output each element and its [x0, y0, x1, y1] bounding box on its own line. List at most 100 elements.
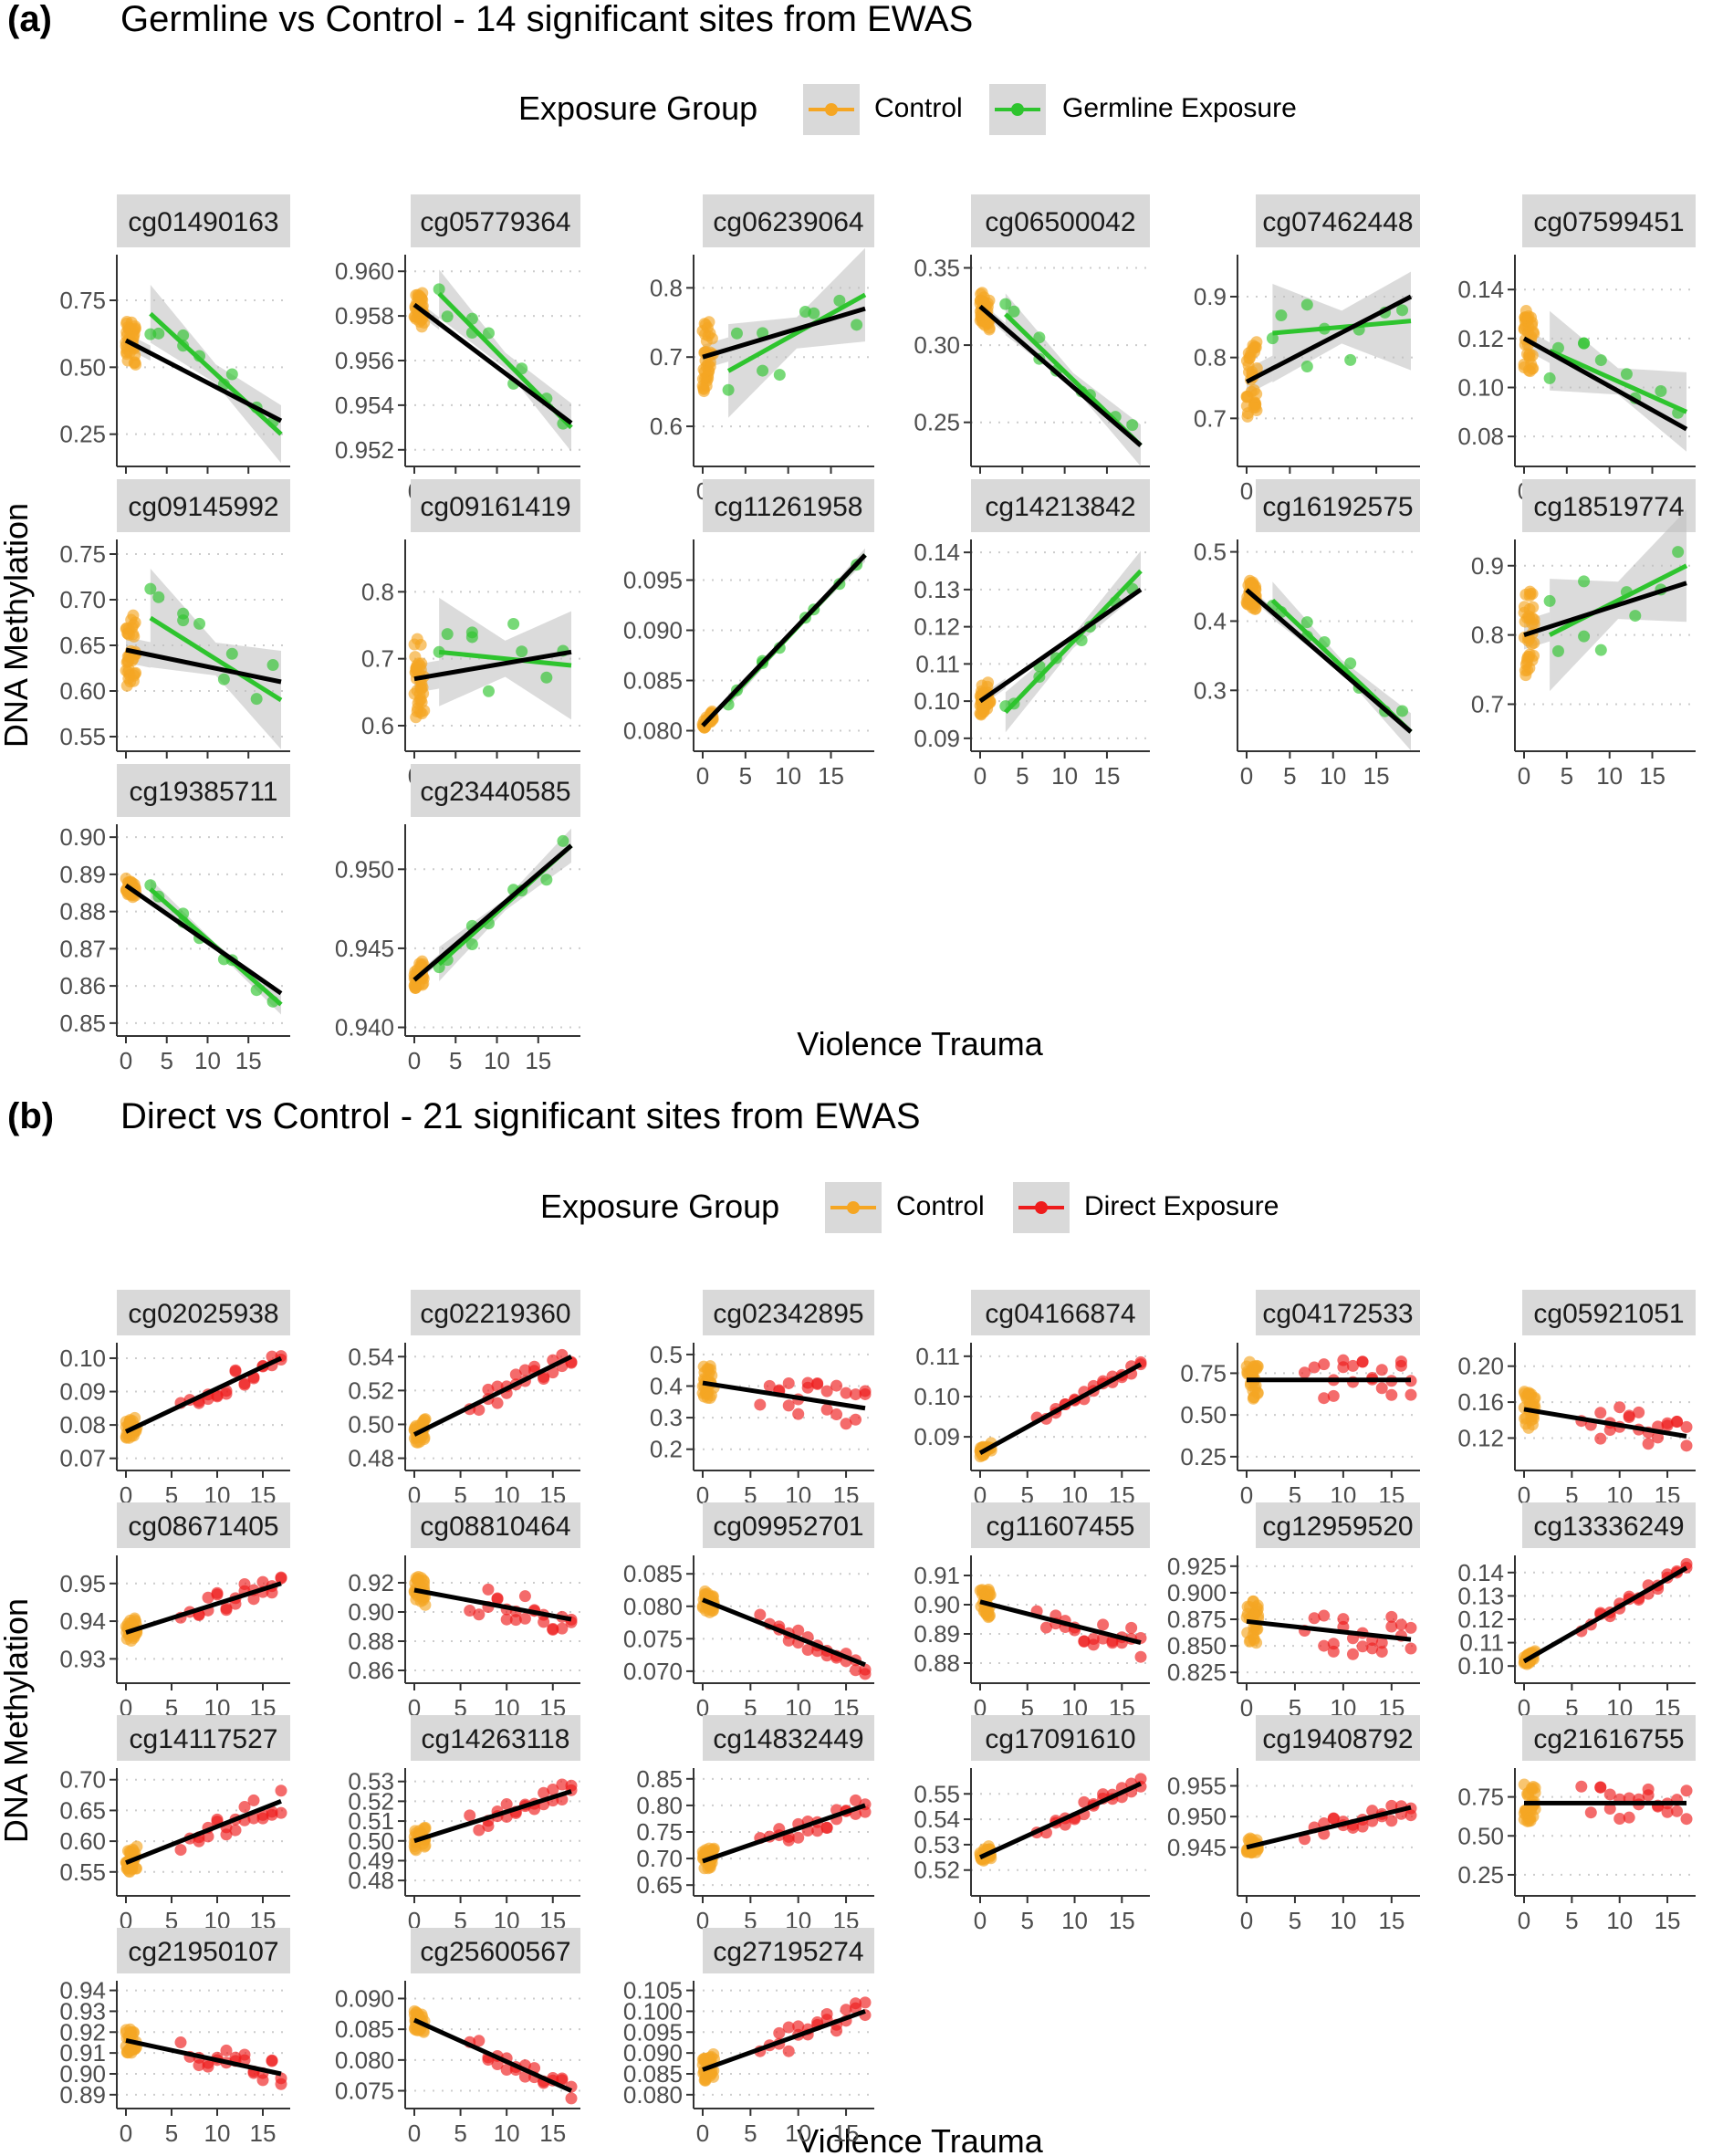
exposed-point	[730, 327, 743, 340]
y-tick-label: 0.70	[636, 1845, 683, 1872]
overall-fit-line	[1522, 1565, 1688, 1664]
y-tick-label: 0.12	[1457, 1424, 1504, 1451]
x-tick-label: 0	[696, 2119, 709, 2147]
y-tick-label: 0.075	[623, 1625, 683, 1652]
exposed-point	[1661, 1805, 1674, 1818]
facet-strip-label: cg06239064	[713, 207, 863, 237]
x-tick-label: 5	[1021, 1481, 1034, 1509]
y-tick-label: 0.08	[1457, 423, 1504, 450]
exposed-point	[859, 1668, 872, 1680]
y-tick-label: 0.12	[914, 613, 960, 641]
exposed-fit-line	[149, 615, 283, 703]
exposed-point	[1327, 1645, 1340, 1658]
facet-cg11261958: cg11261958 0.080 0.085 0.090 0.095 0 5 10 15	[623, 479, 874, 790]
exposed-point	[465, 626, 478, 639]
exposed-point	[859, 1387, 872, 1400]
control-point	[1247, 1595, 1259, 1607]
control-point	[1520, 348, 1533, 361]
legend-a-label-control: Control	[874, 93, 963, 123]
exposed-point	[1642, 1438, 1655, 1450]
exposed-point	[1672, 546, 1685, 559]
exposed-point	[1671, 1805, 1684, 1817]
facet-strip-label: cg18519774	[1533, 492, 1684, 522]
exposed-point	[518, 1612, 531, 1625]
exposed-point	[754, 1398, 767, 1411]
facet-strip	[1522, 479, 1696, 532]
exposed-point	[1366, 1805, 1379, 1817]
y-tick-label: 0.945	[335, 935, 394, 962]
y-tick-label: 0.65	[59, 632, 106, 659]
y-tick-label: 0.945	[1167, 1834, 1227, 1861]
exposed-point	[256, 2074, 269, 2087]
exposed-point	[850, 1388, 862, 1401]
exposed-point	[229, 1364, 242, 1376]
exposed-point	[177, 614, 190, 627]
x-tick-label: 5	[1289, 1907, 1301, 1934]
y-tick-label: 0.16	[1457, 1388, 1504, 1416]
x-tick-label: 5	[454, 1694, 466, 1722]
control-point	[1251, 1623, 1264, 1636]
exposed-point	[174, 1844, 187, 1857]
section-b-label: (b)	[7, 1096, 54, 1136]
exposed-point	[217, 673, 230, 686]
facet-strip-label: cg09952701	[713, 1512, 863, 1542]
exposed-point	[1346, 1821, 1359, 1834]
exposed-point	[465, 937, 478, 950]
control-point	[1248, 1383, 1261, 1396]
exposed-point	[1578, 630, 1591, 643]
exposed-point	[782, 1834, 795, 1847]
control-point	[127, 609, 140, 622]
legend-b-label-direct: Direct Exposure	[1084, 1191, 1279, 1221]
exposed-point	[1097, 1618, 1110, 1631]
exposed-point	[1405, 1642, 1417, 1655]
y-tick-label: 0.35	[914, 254, 960, 281]
y-tick-label: 0.10	[1457, 374, 1504, 402]
y-tick-label: 0.9	[1471, 552, 1504, 580]
exposed-point	[1613, 1812, 1626, 1825]
exposed-point	[722, 383, 735, 396]
control-point	[1247, 1392, 1259, 1405]
exposed-point	[1039, 1621, 1052, 1634]
control-point	[703, 316, 715, 329]
facet-strip-label: cg13336249	[1533, 1512, 1684, 1542]
control-point	[127, 675, 140, 687]
exposed-point	[1629, 610, 1642, 623]
exposed-point	[859, 1996, 872, 2009]
facet-cg16192575: cg16192575 0.3 0.4 0.5 0 5 10 15	[1194, 479, 1420, 790]
facet-strip	[971, 1715, 1150, 1761]
exposed-point	[491, 2058, 504, 2071]
x-tick-label: 10	[775, 762, 801, 790]
exposed-point	[1344, 657, 1357, 670]
exposed-point	[211, 1390, 224, 1403]
facet-strip	[117, 1715, 290, 1761]
facet-strip-label: cg17091610	[985, 1724, 1135, 1754]
facet-strip	[411, 1715, 580, 1761]
exposed-point	[275, 1571, 287, 1584]
exposed-fit-line	[1549, 348, 1688, 414]
exposed-point	[247, 1593, 260, 1606]
exposed-point	[801, 1376, 814, 1389]
y-tick-label: 0.65	[59, 1796, 106, 1824]
y-tick-label: 0.4	[1194, 607, 1227, 634]
facet-strip	[117, 1928, 290, 1973]
y-tick-label: 0.25	[1457, 1861, 1504, 1889]
facet-strip	[703, 1715, 874, 1761]
y-tick-label: 0.10	[914, 687, 960, 715]
exposed-point	[840, 1418, 852, 1430]
control-point	[415, 314, 428, 327]
y-tick-label: 0.900	[1167, 1579, 1227, 1607]
x-tick-label: 0	[120, 1694, 132, 1722]
overall-fit-line	[702, 1597, 866, 1668]
control-point	[1248, 579, 1260, 591]
overall-fit-line	[978, 1362, 1143, 1455]
facet-strip-label: cg11261958	[715, 492, 863, 522]
x-tick-label: 10	[484, 1047, 510, 1074]
control-point	[697, 385, 710, 398]
legend-b-dot-control	[847, 1201, 860, 1214]
facet-strip	[1522, 1502, 1696, 1548]
exposed-point	[557, 834, 569, 847]
exposed-point	[144, 879, 157, 892]
exposed-point	[238, 1378, 251, 1391]
exposed-point	[1318, 1639, 1331, 1652]
y-tick-label: 0.6	[361, 712, 394, 739]
